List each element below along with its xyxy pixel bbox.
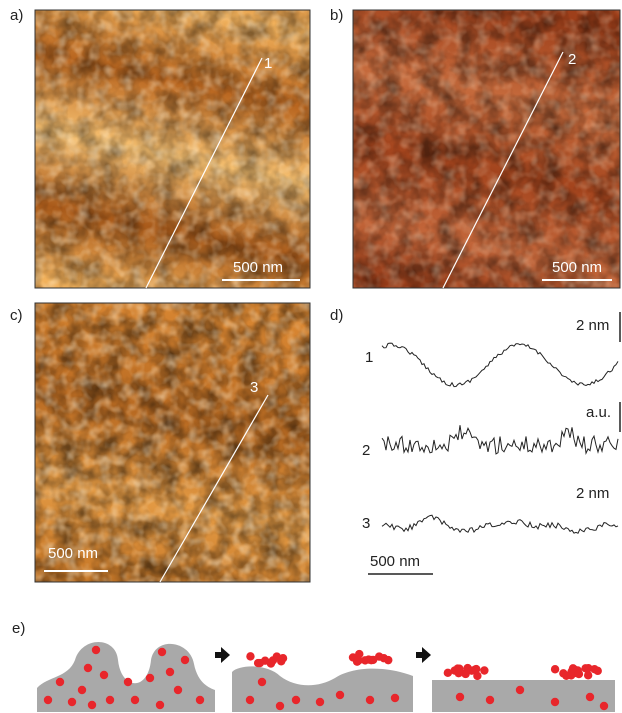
particle	[455, 692, 465, 702]
particle	[455, 664, 464, 673]
trace-label: 3	[362, 515, 370, 532]
particle	[268, 656, 278, 665]
particle	[155, 700, 165, 710]
line-label: 2	[568, 51, 576, 68]
particle	[145, 673, 155, 683]
trace-scale: 2 nm	[576, 485, 609, 502]
particle	[365, 695, 375, 705]
particle	[562, 671, 571, 680]
particle	[246, 652, 255, 661]
particle	[368, 655, 378, 665]
particle	[77, 685, 87, 695]
arrow	[416, 647, 431, 663]
texture	[35, 303, 310, 582]
particle	[123, 677, 133, 687]
particle	[315, 697, 325, 707]
trace	[381, 514, 619, 534]
texture	[353, 10, 620, 288]
particle	[195, 695, 205, 705]
frame	[352, 9, 621, 289]
scale-label: 500 nm	[370, 553, 420, 570]
particle	[354, 656, 363, 665]
panel-label: e)	[12, 620, 25, 637]
scale-label: 500 nm	[48, 545, 98, 562]
particle	[105, 695, 115, 705]
profile-line	[442, 51, 564, 289]
particle	[173, 685, 183, 695]
trace-scale: a.u.	[586, 404, 611, 421]
particle	[67, 697, 77, 707]
particle	[83, 663, 93, 673]
trace-label: 2	[362, 442, 370, 459]
particle	[245, 695, 255, 705]
scale-label: 500 nm	[233, 259, 283, 276]
particle	[585, 692, 595, 702]
particle	[480, 666, 489, 675]
trace	[381, 425, 619, 456]
particle	[255, 658, 265, 668]
texture	[35, 10, 310, 288]
particle	[180, 655, 190, 665]
film	[37, 642, 215, 712]
panel-label: d)	[330, 307, 343, 324]
frame	[34, 9, 311, 289]
particle	[157, 647, 167, 657]
panel-label: a)	[10, 7, 23, 24]
particle	[574, 669, 584, 679]
line-label: 1	[264, 55, 272, 72]
particle	[550, 697, 560, 707]
particle	[130, 695, 140, 705]
particle	[550, 665, 560, 674]
particle	[165, 667, 175, 677]
particle	[335, 690, 345, 700]
particle	[390, 693, 400, 703]
particle	[91, 645, 101, 655]
particle	[467, 666, 476, 675]
trace	[381, 342, 619, 388]
panel-label: c)	[10, 307, 23, 324]
particle	[257, 677, 267, 687]
particle	[515, 685, 525, 695]
particle	[55, 677, 65, 687]
particle	[43, 695, 53, 705]
particles	[43, 645, 609, 711]
particle	[384, 655, 393, 665]
particle	[355, 649, 364, 659]
particle	[590, 664, 599, 674]
particle	[568, 664, 578, 673]
particle	[87, 700, 97, 710]
line-label: 3	[250, 379, 258, 396]
particle	[485, 695, 495, 705]
profile-line	[145, 57, 263, 289]
arrow	[215, 647, 230, 663]
scale-label: 500 nm	[552, 259, 602, 276]
profile-line	[159, 394, 269, 583]
trace-label: 1	[365, 349, 373, 366]
particle	[291, 695, 301, 705]
particle	[275, 701, 285, 711]
panel-label: b)	[330, 7, 343, 24]
particle	[99, 670, 109, 680]
particle	[278, 654, 288, 663]
particle	[443, 668, 453, 678]
frame	[34, 302, 311, 583]
particle	[599, 701, 609, 711]
trace-scale: 2 nm	[576, 317, 609, 334]
particle	[583, 671, 593, 680]
traces	[381, 342, 619, 534]
